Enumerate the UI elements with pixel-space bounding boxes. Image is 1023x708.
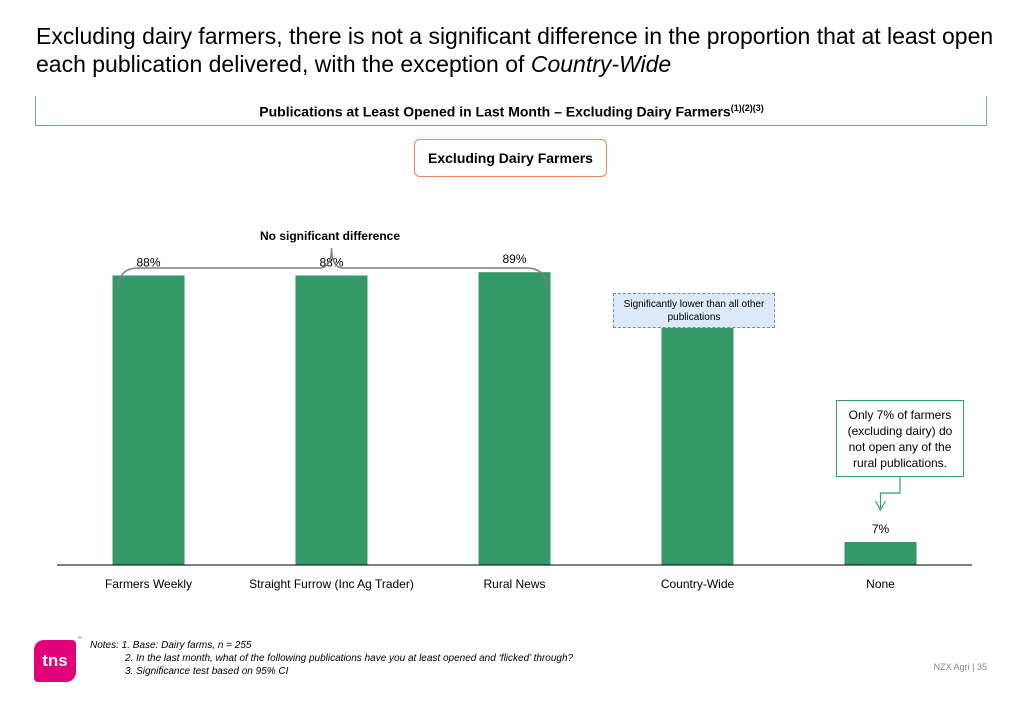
bar (478, 272, 551, 565)
note-line-1: Notes: 1. Base: Dairy farms, n = 255 (90, 640, 252, 651)
note-line-3: 3. Significance test based on 95% CI (125, 666, 289, 677)
brace-bracket (117, 247, 548, 289)
footer: NZX Agri | 35 (934, 662, 987, 672)
note-line-2: 2. In the last month, what of the follow… (125, 653, 574, 664)
filter-label: Excluding Dairy Farmers (428, 150, 593, 166)
category-label: Country-Wide (661, 577, 735, 591)
category-label: Rural News (483, 577, 545, 591)
no-significant-difference-label: No significant difference (259, 229, 401, 243)
callout-connector (879, 477, 901, 508)
data-label: 7% (872, 522, 890, 536)
bar (112, 275, 185, 565)
bar (661, 324, 734, 565)
chart-title: Publications at Least Opened in Last Mon… (259, 103, 764, 120)
category-label: Farmers Weekly (105, 577, 192, 591)
category-label: None (866, 577, 895, 591)
slide-headline: Excluding dairy farmers, there is not a … (36, 23, 994, 77)
footnotes: Notes: 1. Base: Dairy farms, n = 255 2. … (90, 639, 573, 678)
down-arrow-icon (874, 500, 887, 512)
trademark-mark: ™ (77, 636, 82, 642)
data-label: 88% (136, 255, 160, 269)
chart-title-frame (35, 96, 987, 126)
none-callout: Only 7% of farmers (excluding dairy) do … (836, 400, 964, 477)
footer-separator: | (972, 662, 975, 672)
bar (295, 275, 368, 565)
headline-italic: Country-Wide (530, 51, 672, 77)
bar (844, 541, 917, 565)
filter-label-box: Excluding Dairy Farmers (414, 139, 607, 177)
category-label: Straight Furrow (Inc Ag Trader) (249, 577, 414, 591)
significantly-lower-callout: Significantly lower than all other publi… (613, 293, 775, 328)
footer-company: NZX Agri (933, 662, 970, 672)
data-label: 89% (502, 252, 526, 266)
chart-title-footnote-refs: (1)(2)(3) (730, 103, 764, 113)
tns-logo: tns (34, 640, 76, 682)
page-number: 35 (976, 662, 987, 672)
